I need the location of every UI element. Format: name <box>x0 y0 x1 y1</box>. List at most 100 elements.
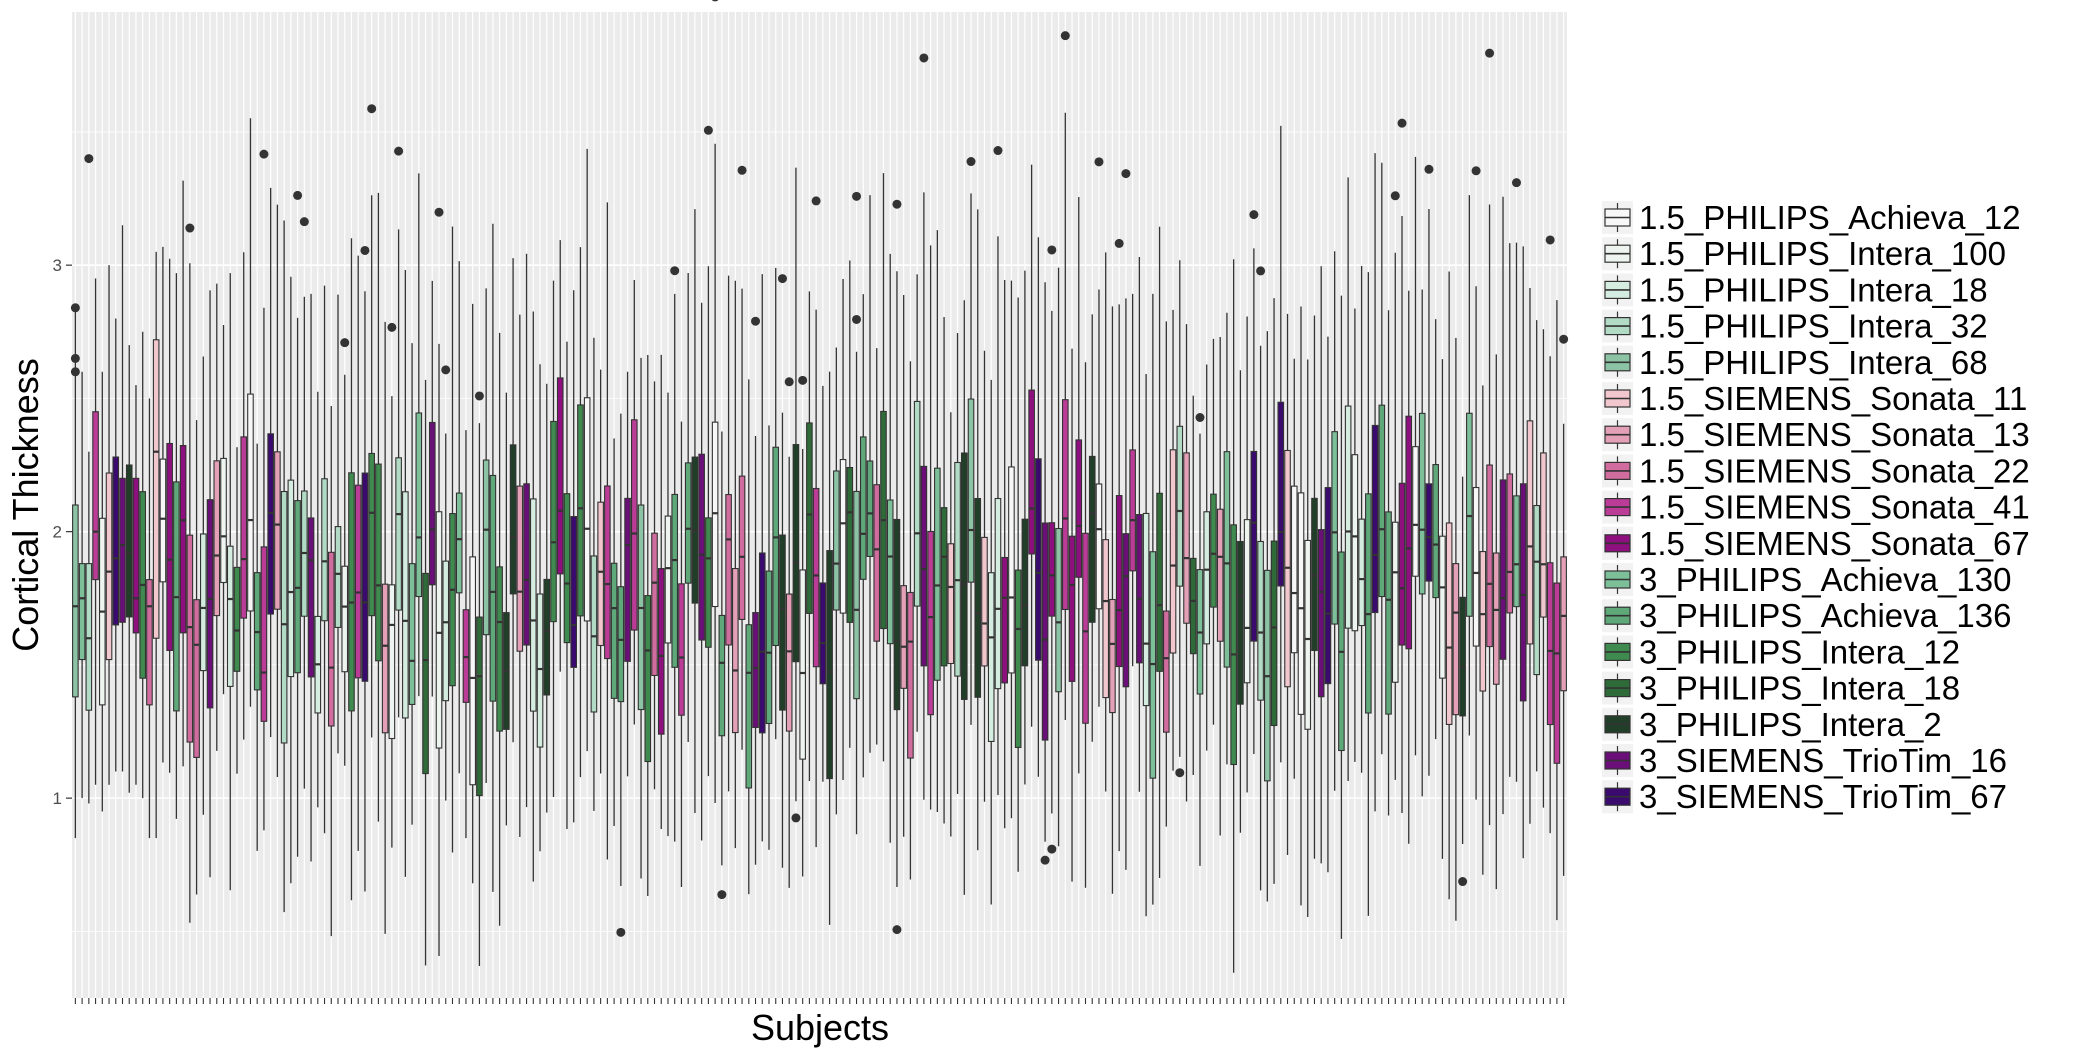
iqr-box <box>368 452 375 617</box>
subject-box <box>348 238 355 901</box>
iqr-box <box>920 465 928 667</box>
iqr-box <box>664 515 672 644</box>
subject-box <box>1047 245 1057 854</box>
iqr-box <box>765 570 773 725</box>
iqr-box <box>375 463 382 662</box>
subject-box <box>334 294 342 754</box>
iqr-box <box>987 572 995 742</box>
iqr-box <box>112 456 120 626</box>
iqr-box <box>496 566 503 732</box>
subject-box <box>226 273 234 891</box>
subject-box <box>1129 293 1136 667</box>
iqr-box <box>1304 539 1312 730</box>
subject-box <box>314 391 322 808</box>
legend-label: 1.5_SIEMENS_Sonata_11 <box>1639 380 2027 417</box>
iqr-box <box>307 517 315 678</box>
iqr-box <box>442 560 450 702</box>
legend-item: 3_PHILIPS_Achieva_130 <box>1602 561 2011 598</box>
outlier-point <box>259 149 269 159</box>
subject-box <box>1189 395 1197 776</box>
iqr-box <box>1425 483 1433 582</box>
subject-box <box>496 332 503 926</box>
iqr-box <box>428 421 436 586</box>
subject-box <box>1338 295 1345 939</box>
subject-box <box>220 324 227 695</box>
iqr-box <box>1014 569 1022 749</box>
iqr-box <box>543 578 551 696</box>
iqr-box <box>940 507 948 667</box>
subject-box <box>267 187 274 738</box>
iqr-box <box>274 451 281 610</box>
iqr-box <box>206 499 214 709</box>
iqr-box <box>1237 540 1244 705</box>
subject-box <box>375 192 382 822</box>
subject-box <box>1405 290 1413 844</box>
iqr-box <box>812 487 820 668</box>
iqr-box <box>1216 508 1224 642</box>
subject-box <box>1506 243 1514 777</box>
outlier-point <box>670 266 680 276</box>
iqr-box <box>1223 451 1231 668</box>
y-axis: 1 2 3 <box>53 256 72 808</box>
iqr-box <box>1459 596 1466 717</box>
subject-box <box>745 379 753 895</box>
iqr-box <box>402 491 409 719</box>
legend-item: 1.5_SIEMENS_Sonata_22 <box>1602 452 2030 489</box>
outlier-point <box>1249 210 1259 220</box>
iqr-box <box>1486 464 1493 648</box>
outlier-point <box>441 365 451 375</box>
iqr-box <box>550 420 557 623</box>
subject-box <box>1432 319 1439 740</box>
outlier-point <box>185 223 195 233</box>
subject-box <box>1102 252 1110 792</box>
subject-box <box>1545 235 1555 834</box>
iqr-box <box>826 550 833 780</box>
subject-box <box>684 272 692 742</box>
subject-box <box>1109 306 1116 894</box>
subject-box <box>1499 196 1507 815</box>
iqr-box <box>698 453 705 641</box>
iqr-box <box>408 563 416 706</box>
legend-item: 1.5_PHILIPS_Intera_32 <box>1602 308 1988 345</box>
iqr-box <box>348 472 355 712</box>
subject-box <box>1511 178 1521 782</box>
iqr-box <box>563 493 571 644</box>
iqr-box <box>974 497 982 698</box>
iqr-box <box>321 478 328 622</box>
subject-box <box>1121 169 1131 870</box>
subject-box <box>919 53 929 800</box>
iqr-box <box>893 518 901 711</box>
iqr-box <box>934 467 941 681</box>
iqr-box <box>529 498 537 712</box>
iqr-box <box>381 583 389 734</box>
legend-label: 3_SIEMENS_TrioTim_16 <box>1639 742 2007 779</box>
subject-box <box>811 196 821 848</box>
subject-box <box>637 357 645 879</box>
subject-box <box>179 180 187 767</box>
iqr-box <box>213 460 221 617</box>
subject-box <box>434 207 444 957</box>
subject-box <box>1378 162 1386 755</box>
outlier-point <box>367 104 377 114</box>
outlier-point <box>751 316 761 326</box>
subject-box <box>1304 359 1312 917</box>
subject-box <box>173 273 180 819</box>
subject-box <box>892 199 902 935</box>
subject-box <box>1390 191 1400 780</box>
iqr-box <box>1270 540 1278 727</box>
iqr-box <box>1021 518 1029 667</box>
iqr-box <box>1035 458 1042 661</box>
iqr-box <box>523 483 530 646</box>
subject-box <box>253 443 261 851</box>
legend-item: 3_PHILIPS_Achieva_136 <box>1602 597 2011 634</box>
iqr-box <box>482 459 490 636</box>
subject-box <box>240 252 248 740</box>
iqr-box <box>1418 412 1426 595</box>
subject-box <box>610 438 618 826</box>
legend-label: 1.5_SIEMENS_Sonata_22 <box>1639 452 2030 489</box>
iqr-box <box>866 460 874 557</box>
iqr-box <box>1290 485 1298 654</box>
iqr-box <box>644 595 652 763</box>
subject-box <box>1553 300 1561 921</box>
subject-box <box>880 173 887 762</box>
